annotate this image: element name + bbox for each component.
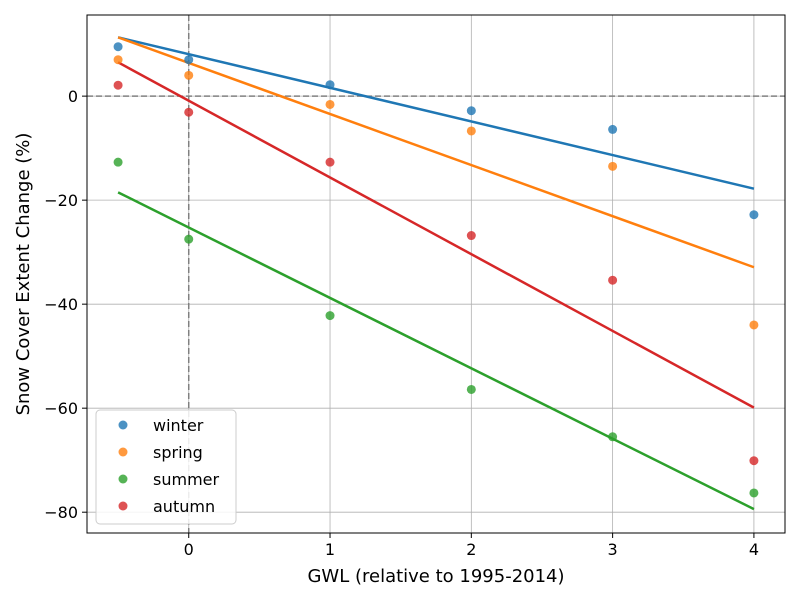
x-axis-ticks: 0 1 2 3 4 [184,533,759,559]
x-axis-label: GWL (relative to 1995-2014) [307,566,564,587]
x-tick-label: 2 [466,540,476,559]
plot-frame [86,14,786,534]
spring-point [184,70,194,80]
winter-point [184,55,194,65]
y-tick-label: −60 [44,399,78,418]
legend-label-autumn: autumn [153,497,215,516]
winter-point [325,80,335,90]
legend-label-spring: spring [153,443,203,462]
legend-marker-spring [118,447,128,457]
winter-point [749,210,759,220]
autumn-point [608,275,618,285]
summer-point [325,311,335,321]
spring-point [325,99,335,109]
legend-marker-autumn [118,501,128,511]
winter-point [608,124,618,134]
spring-point [466,126,476,136]
y-tick-label: −80 [44,503,78,522]
y-axis-ticks: 0 −20 −40 −60 −80 [44,87,87,522]
summer-point [749,488,759,498]
summer-point [184,234,194,244]
spring-point [749,320,759,330]
autumn-trend-line [117,61,755,409]
legend-box [95,409,237,525]
spring-point [113,55,123,65]
spring-point [608,161,618,171]
legend-marker-summer [118,474,128,484]
spring-trend-line [117,36,755,269]
winter-point [466,106,476,116]
legend-label-summer: summer [153,470,219,489]
autumn-point [113,80,123,90]
data-points [113,42,759,498]
autumn-point [466,231,476,241]
y-tick-label: −40 [44,295,78,314]
y-tick-label: 0 [68,87,78,106]
summer-point [113,157,123,167]
y-tick-label: −20 [44,191,78,210]
autumn-point [749,456,759,466]
legend: winter spring summer autumn [95,409,237,525]
legend-label-winter: winter [153,416,204,435]
grid-lines [87,15,785,533]
x-tick-label: 3 [608,540,618,559]
x-tick-label: 1 [325,540,335,559]
y-axis-label: Snow Cover Extent Change (%) [13,133,34,416]
x-tick-label: 0 [184,540,194,559]
summer-point [608,432,618,442]
winter-trend-line [117,36,755,190]
autumn-point [184,107,194,117]
autumn-point [325,157,335,167]
summer-point [466,384,476,394]
trend-lines [117,36,755,511]
x-tick-label: 4 [749,540,759,559]
legend-marker-winter [118,420,128,430]
winter-point [113,42,123,52]
summer-trend-line [117,191,755,511]
